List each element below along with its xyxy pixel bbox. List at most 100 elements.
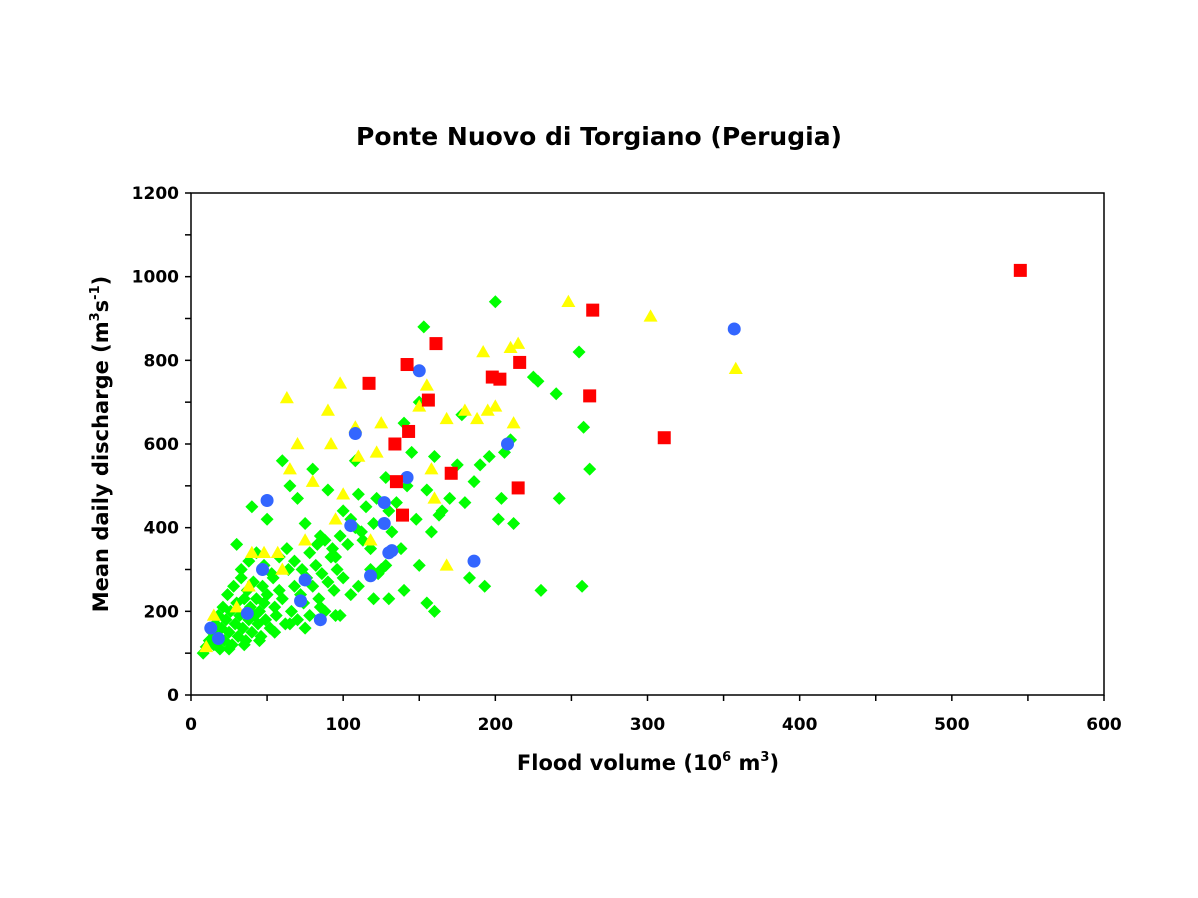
diamond-data-point — [268, 600, 282, 614]
triangle-data-point — [244, 545, 259, 559]
y-tick-label: 1200 — [132, 184, 179, 204]
diamond-data-point — [321, 575, 335, 589]
diamond-data-point — [389, 496, 403, 510]
diamond-data-point — [303, 609, 317, 623]
diamond-data-point — [283, 617, 297, 631]
triangle-data-point — [374, 416, 389, 429]
circle-data-point — [240, 606, 254, 620]
diamond-data-point — [494, 491, 508, 505]
diamond-data-point — [420, 483, 434, 497]
triangle-data-point — [336, 487, 351, 500]
square-data-point — [444, 466, 458, 480]
diamond-data-point — [309, 558, 323, 572]
diamond-data-point — [313, 600, 327, 614]
diamond-data-point — [397, 583, 411, 597]
x-tick-label: 200 — [478, 715, 514, 735]
diamond-data-point — [312, 592, 326, 606]
circle-data-point — [313, 613, 327, 627]
diamond-data-point — [306, 462, 320, 476]
triangle-data-point — [305, 474, 320, 487]
triangle-data-point — [351, 449, 366, 462]
circle-data-point — [385, 544, 399, 558]
triangle-data-point — [476, 344, 491, 358]
circle-data-point — [501, 437, 515, 451]
diamond-data-point — [405, 445, 419, 459]
y-axis-title: Mean daily discharge (m3s-1) — [88, 276, 113, 613]
triangle-data-point — [363, 533, 378, 546]
diamond-data-point — [458, 496, 472, 510]
diamond-data-point — [583, 462, 597, 476]
triangle-data-point — [643, 309, 658, 322]
diamond-data-point — [230, 537, 244, 551]
diamond-data-point — [367, 592, 381, 606]
square-data-point — [657, 431, 671, 445]
diamond-data-point — [222, 642, 236, 656]
x-axis-title: Flood volume (106 m3) — [517, 750, 779, 775]
diamond-data-point — [222, 625, 236, 639]
circle-data-point — [412, 364, 426, 378]
diamond-data-point — [326, 542, 340, 556]
triangle-data-point — [503, 340, 518, 354]
diamond-data-point — [577, 420, 591, 434]
triangle-data-point — [728, 361, 743, 374]
triangle-data-point — [333, 376, 348, 389]
x-tick-label: 500 — [934, 715, 970, 735]
diamond-data-point — [303, 546, 317, 560]
triangle-data-point — [328, 512, 343, 525]
diamond-data-point — [269, 609, 283, 623]
diamond-data-point — [424, 525, 438, 539]
diamond-data-point — [531, 374, 545, 388]
diamond-data-point — [443, 491, 457, 505]
diamond-data-point — [284, 604, 298, 618]
diamond-data-point — [298, 516, 312, 530]
y-tick-label: 200 — [144, 602, 180, 622]
x-tick-label: 100 — [325, 715, 361, 735]
square-data-point — [513, 355, 527, 369]
square-data-point — [421, 393, 435, 407]
triangle-data-point — [206, 608, 221, 621]
diamond-data-point — [473, 458, 487, 472]
axis-tick-labels: 0 100 200 300 400 500 600 0 200 400 600 800 1000 1200 — [132, 184, 1122, 735]
diamond-data-point — [534, 583, 548, 597]
triangle-data-point — [457, 403, 472, 416]
diamond-data-point — [287, 554, 301, 568]
square-data-point — [396, 508, 410, 522]
triangle-data-point — [369, 445, 384, 458]
triangle-data-point — [470, 411, 485, 425]
chart-title: Ponte Nuovo di Torgiano (Perugia) — [356, 122, 842, 151]
diamond-data-point — [291, 491, 305, 505]
triangle-data-point — [439, 558, 454, 571]
circle-data-point — [727, 322, 741, 336]
triangle-data-point — [323, 437, 338, 450]
diamond-data-point — [382, 592, 396, 606]
diamond-data-point — [315, 567, 329, 581]
diamond-data-point — [236, 621, 250, 635]
diamond-data-point — [491, 512, 505, 526]
diamond-data-point — [572, 345, 586, 359]
triangle-data-point — [511, 336, 526, 349]
circle-data-point — [298, 573, 312, 587]
y-tick-label: 800 — [144, 351, 180, 371]
diamond-data-point — [298, 621, 312, 635]
diamond-data-point — [252, 634, 266, 648]
diamond-data-point — [333, 529, 347, 543]
diamond-data-point — [287, 579, 301, 593]
y-tick-label: 400 — [144, 519, 180, 539]
y-tick-label: 0 — [167, 686, 179, 706]
triangle-data-point — [241, 579, 256, 592]
square-data-point — [389, 475, 403, 489]
diamond-data-point — [280, 542, 294, 556]
circle-data-point — [204, 621, 218, 635]
triangle-data-point — [229, 600, 244, 613]
diamond-data-point — [237, 638, 251, 652]
diamond-data-point — [260, 588, 274, 602]
triangle-data-point — [412, 399, 427, 412]
diamond-data-point — [379, 470, 393, 484]
diamond-data-point — [260, 512, 274, 526]
triangle-data-point — [275, 562, 290, 575]
axis-ticks — [185, 192, 1105, 701]
diamond-data-point — [359, 500, 373, 514]
x-tick-label: 400 — [782, 715, 818, 735]
diamond-data-point — [321, 483, 335, 497]
